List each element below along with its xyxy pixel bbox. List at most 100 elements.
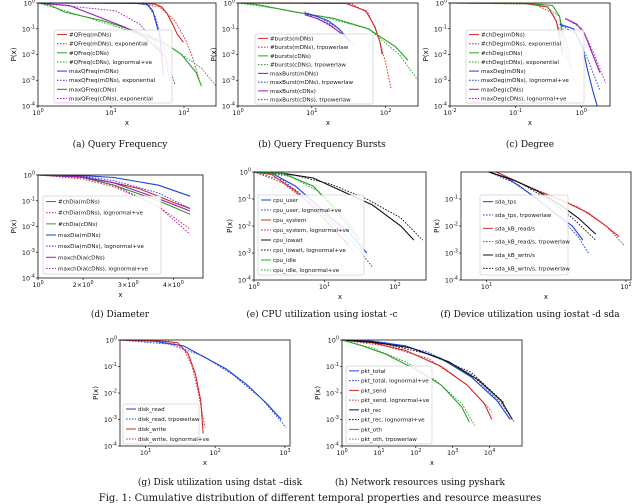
y-tick-label-d-0: 100 bbox=[24, 171, 35, 180]
legend-label-b-7: maxBurst(cDNs), trpowerlaw bbox=[270, 98, 351, 104]
y-axis-label-e: P(x) bbox=[226, 219, 234, 233]
legend-label-a-6: maxQFreq(cDNs) bbox=[69, 87, 116, 93]
legend-label-h-7: pkt_oth, trpowerlaw bbox=[361, 437, 417, 443]
legend-label-e-5: cpu_iowait, lognormal+ve bbox=[273, 248, 346, 254]
x-axis-label-f: x bbox=[544, 293, 548, 301]
y-axis-label-d: P(x) bbox=[10, 219, 18, 233]
x-axis-label-d: x bbox=[118, 291, 122, 299]
caption-h: (h) Network resources using pyshark bbox=[335, 478, 505, 488]
x-tick-label-b-0: 100 bbox=[232, 108, 243, 117]
series-line-a-3 bbox=[37, 2, 217, 87]
y-tick-label-a-3: 10-3 bbox=[22, 76, 35, 85]
y-tick-label-e-1: 10-1 bbox=[238, 195, 251, 204]
legend-label-e-0: cpu_user bbox=[273, 198, 299, 204]
series-line-h-3 bbox=[341, 339, 493, 412]
y-tick-label-e-2: 10-2 bbox=[238, 222, 251, 231]
legend-label-c-3: #chDeg(cDNs), exponential bbox=[481, 60, 559, 66]
x-tick-label-h-1: 101 bbox=[373, 448, 384, 457]
y-tick-label-h-3: 10-3 bbox=[326, 415, 339, 424]
x-tick-label-h-0: 100 bbox=[336, 448, 347, 457]
caption-a: (a) Query Frequency bbox=[72, 140, 168, 150]
legend-label-d-5: maxchDia(cDNs) bbox=[58, 255, 105, 261]
y-tick-label-g-4: 10-4 bbox=[104, 442, 117, 451]
x-tick-label-d-2: 3×100 bbox=[118, 280, 139, 289]
legend-label-b-6: maxBurst(cDNs) bbox=[270, 89, 316, 95]
y-axis-label-c: P(x) bbox=[422, 47, 430, 61]
legend-d bbox=[42, 195, 162, 275]
y-tick-label-h-2: 10-2 bbox=[326, 389, 339, 398]
legend-g bbox=[122, 403, 200, 445]
caption-e: (e) CPU utilization using iostat -c bbox=[246, 310, 398, 320]
y-tick-label-d-2: 10-2 bbox=[22, 222, 35, 231]
series-line-c-4 bbox=[559, 23, 598, 107]
y-tick-label-g-3: 10-3 bbox=[104, 415, 117, 424]
legend-label-f-5: sda_kB_wrtn/s, trpowerlaw bbox=[495, 266, 570, 272]
series-line-c-5 bbox=[559, 23, 601, 91]
legend-label-a-2: #QFreq(cDNs) bbox=[69, 51, 109, 57]
series-line-g-3 bbox=[119, 339, 206, 428]
y-tick-label-e-4: 10-4 bbox=[238, 276, 251, 285]
y-tick-label-d-1: 10-1 bbox=[22, 196, 35, 205]
y-axis-label-h: P(x) bbox=[314, 386, 322, 400]
legend-label-h-0: pkt_total bbox=[361, 369, 386, 375]
legend-label-h-5: pkt_rec, lognormal+ve bbox=[361, 418, 425, 424]
legend-label-a-0: #QFreq(mDNs) bbox=[69, 33, 111, 39]
legend-label-f-1: sda_tps, trpowerlaw bbox=[495, 213, 552, 219]
legend-label-g-2: disk_write bbox=[138, 427, 167, 433]
x-tick-label-d-1: 2×100 bbox=[73, 280, 94, 289]
x-tick-label-h-2: 102 bbox=[410, 448, 421, 457]
legend-label-d-6: maxchDia(cDNs), lognormal+ve bbox=[58, 266, 149, 272]
series-line-d-1 bbox=[37, 174, 191, 230]
caption-b: (b) Query Frequency Bursts bbox=[258, 140, 386, 150]
y-tick-label-a-4: 10-4 bbox=[22, 102, 35, 111]
y-tick-label-c-3: 10-3 bbox=[434, 76, 447, 85]
y-tick-label-b-2: 10-2 bbox=[222, 50, 235, 59]
series-line-b-3 bbox=[237, 2, 419, 81]
legend-label-a-4: maxQFreq(mDNs) bbox=[69, 69, 119, 75]
legend-label-h-6: pkt_oth bbox=[361, 427, 382, 433]
series-line-a-2 bbox=[37, 2, 202, 87]
legend-label-e-6: cpu_idle bbox=[273, 258, 297, 264]
series-line-d-4 bbox=[37, 174, 191, 209]
legend-label-h-2: pkt_send bbox=[361, 388, 387, 394]
chart-f: 10-1 10-2 10-3 10-4 101 102 x P(x) sda_tps sda_tp… bbox=[433, 171, 632, 301]
series-line-b-1 bbox=[237, 2, 392, 89]
y-tick-label-c-2: 10-2 bbox=[434, 50, 447, 59]
legend-label-f-4: sda_kB_wrtn/s bbox=[495, 253, 535, 259]
x-axis-label-e: x bbox=[338, 293, 342, 301]
legend-label-g-0: disk_read bbox=[138, 407, 165, 413]
x-axis-label-b: x bbox=[326, 119, 330, 127]
legend-f bbox=[479, 194, 569, 276]
series-line-c-7 bbox=[564, 18, 606, 83]
legend-label-d-3: maxDia(mDNs) bbox=[58, 233, 101, 239]
series-line-b-7 bbox=[304, 12, 357, 48]
x-tick-label-a-2: 102 bbox=[178, 108, 189, 117]
x-tick-label-f-1: 102 bbox=[620, 282, 631, 291]
y-tick-label-e-0: 100 bbox=[240, 168, 251, 177]
y-tick-label-d-4: 10-4 bbox=[22, 274, 35, 283]
series-line-d-5 bbox=[37, 174, 191, 212]
y-tick-label-h-4: 10-4 bbox=[326, 442, 339, 451]
legend-label-c-4: maxDeg(mDNs) bbox=[481, 69, 526, 75]
legend-label-h-1: pkt_total, lognormal+ve bbox=[361, 379, 429, 385]
legend-label-g-1: disk_read, trpowerlaw bbox=[138, 417, 200, 423]
caption-d: (d) Diameter bbox=[90, 310, 150, 320]
x-tick-label-g-1: 102 bbox=[210, 448, 221, 457]
y-tick-label-f-1: 10-2 bbox=[445, 222, 458, 231]
x-tick-label-c-1: 10-1 bbox=[509, 108, 522, 117]
caption-f: (f) Device utilization using iostat -d s… bbox=[440, 310, 620, 320]
x-tick-label-f-0: 101 bbox=[481, 282, 492, 291]
series-line-f-5 bbox=[488, 171, 597, 241]
y-tick-label-a-0: 100 bbox=[24, 0, 35, 8]
legend-label-d-0: #chDia(mDNs) bbox=[58, 200, 100, 206]
legend-label-g-3: disk_write, lognormal+ve bbox=[138, 437, 210, 443]
y-tick-label-g-1: 10-1 bbox=[104, 362, 117, 371]
legend-label-a-7: maxQFreq(cDNs), exponential bbox=[69, 96, 153, 102]
y-tick-label-b-4: 10-4 bbox=[222, 102, 235, 111]
legend-label-b-0: #bursts(mDNs) bbox=[270, 36, 313, 42]
x-tick-label-b-1: 101 bbox=[306, 108, 317, 117]
